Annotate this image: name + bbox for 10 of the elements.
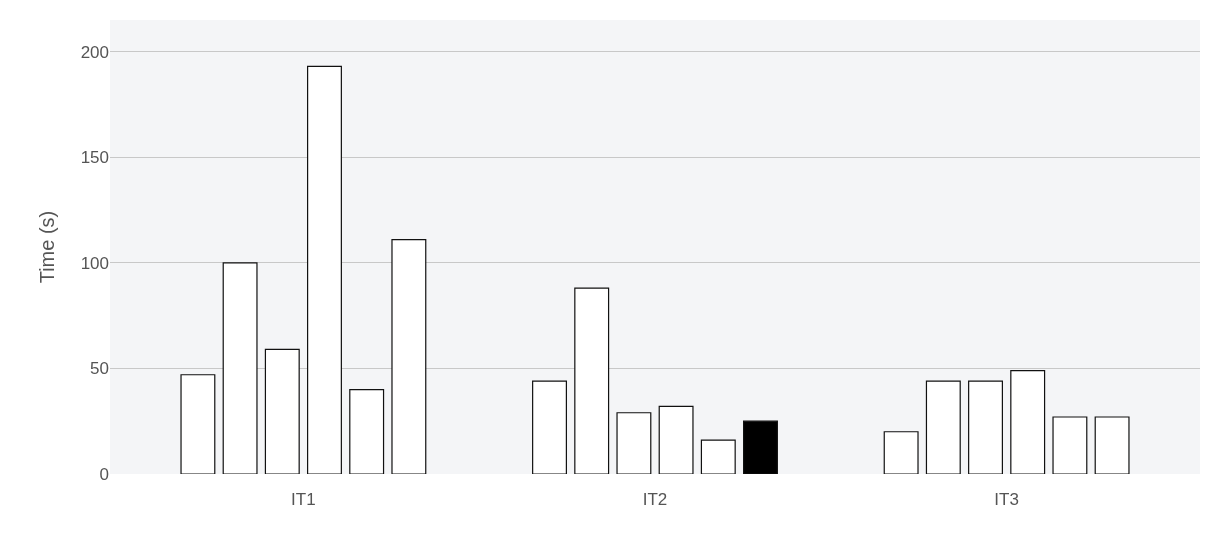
bar [743,420,778,474]
x-tick-label: IT3 [994,490,1019,510]
y-tick-label: 100 [80,253,109,273]
x-tick-label: IT2 [642,490,668,510]
y-tick-label: 150 [80,148,109,168]
x-tick-label: IT1 [291,490,316,510]
y-tick-label: 50 [90,359,109,379]
y-tick-label: 200 [80,42,109,62]
y-tick-label: 0 [99,464,109,484]
y-axis-title: Time (s) [36,210,59,284]
